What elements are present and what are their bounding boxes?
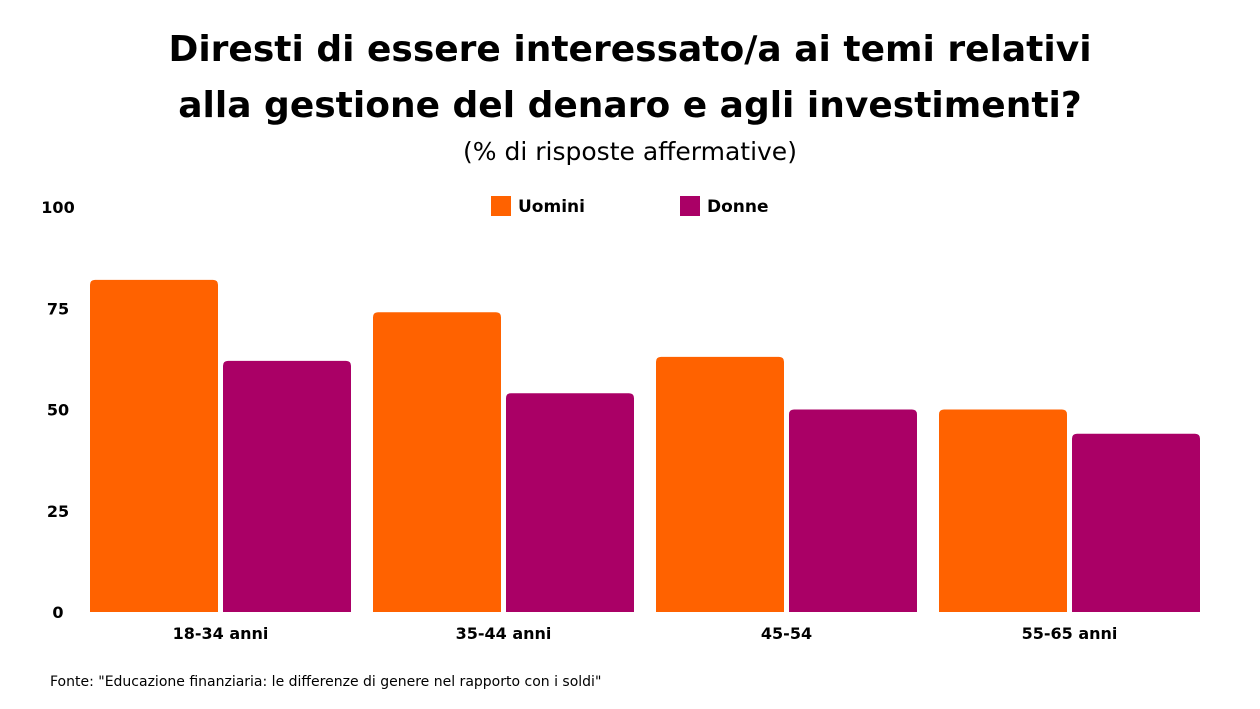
legend-swatch-uomini — [491, 196, 511, 216]
y-tick-label: 50 — [47, 401, 69, 420]
chart-title-line-1: Diresti di essere interessato/a ai temi … — [168, 29, 1092, 70]
bar-donne-2 — [506, 393, 634, 612]
legend-swatch-donne — [680, 196, 700, 216]
x-tick-label: 55-65 anni — [1022, 624, 1118, 643]
bar-donne-3 — [789, 409, 917, 612]
bar-uomini-3 — [656, 356, 784, 612]
y-tick-label: 0 — [52, 603, 63, 622]
y-tick-label: 75 — [47, 299, 69, 318]
bar-uomini-1 — [90, 279, 218, 612]
bar-donne-4 — [1072, 433, 1200, 612]
chart-title-line-2: alla gestione del denaro e agli investim… — [178, 85, 1082, 126]
y-axis: 0 25 50 75 100 — [41, 198, 74, 622]
y-tick-label: 100 — [41, 198, 74, 217]
x-tick-label: 18-34 anni — [173, 624, 269, 643]
x-tick-label: 45-54 — [761, 624, 812, 643]
y-tick-label: 25 — [47, 502, 69, 521]
x-axis: 18-34 anni 35-44 anni 45-54 55-65 anni — [173, 624, 1118, 643]
bar-uomini-4 — [939, 409, 1067, 612]
source-note: Fonte: "Educazione finanziaria: le diffe… — [50, 674, 602, 690]
bar-uomini-2 — [373, 312, 501, 612]
legend: Uomini Donne — [491, 196, 769, 217]
legend-label-uomini: Uomini — [518, 197, 585, 217]
legend-label-donne: Donne — [707, 197, 769, 217]
chart-title: Diresti di essere interessato/a ai temi … — [0, 22, 1260, 134]
x-tick-label: 35-44 anni — [456, 624, 552, 643]
bar-series-group — [90, 279, 1200, 612]
chart-subtitle: (% di risposte affermative) — [463, 137, 797, 166]
bar-donne-1 — [223, 360, 351, 612]
